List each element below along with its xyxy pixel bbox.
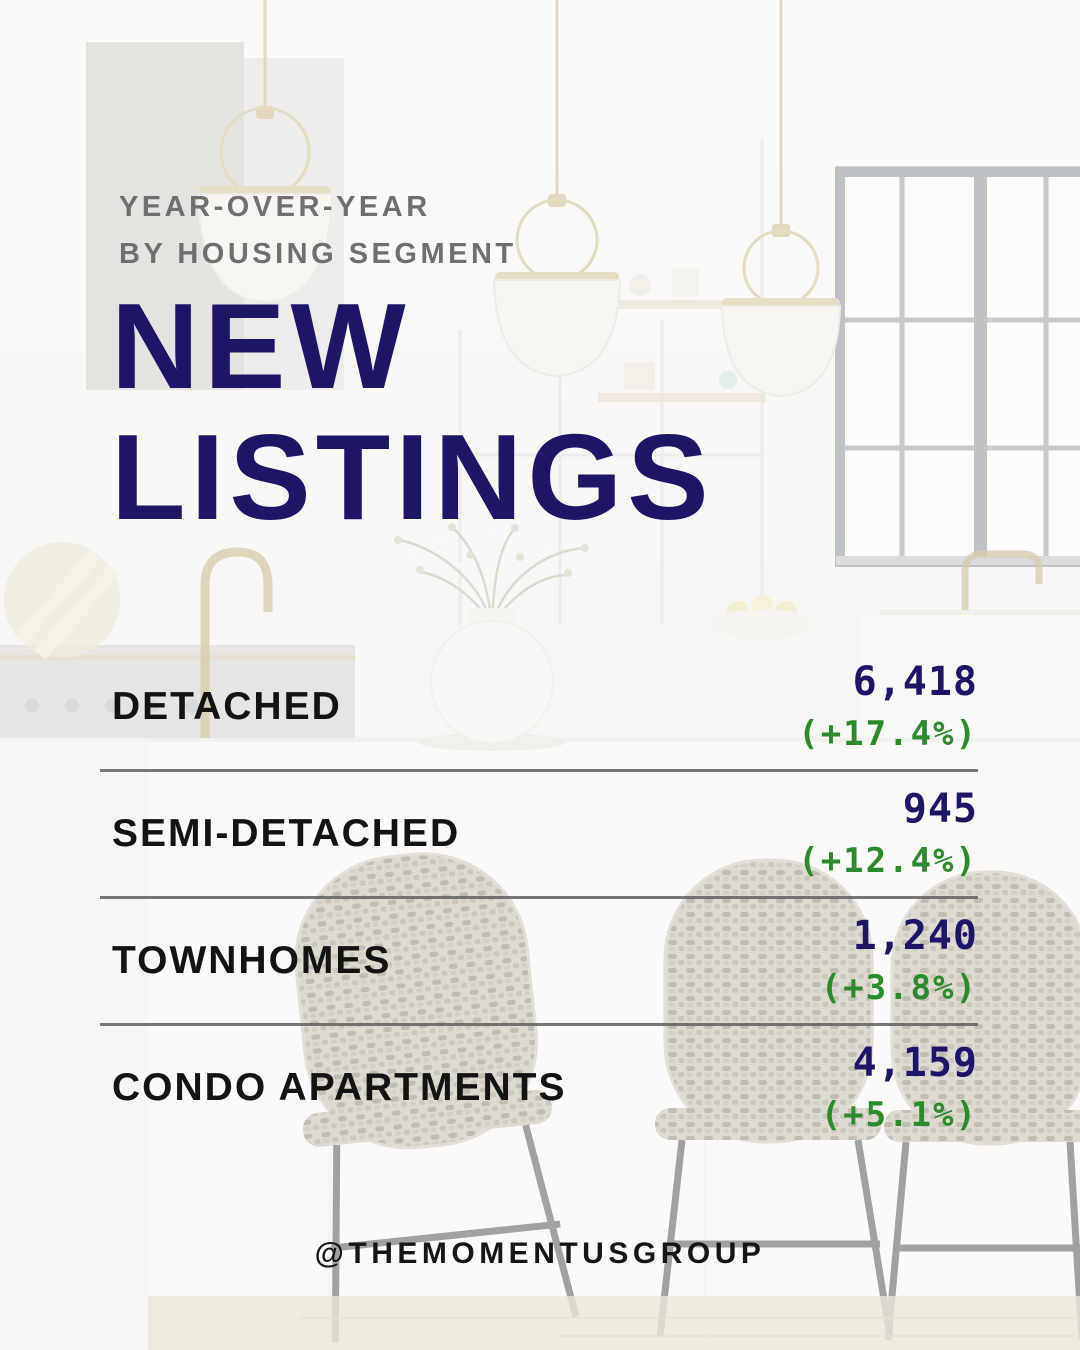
- subtitle: YEAR-OVER-YEAR BY HOUSING SEGMENT: [119, 184, 517, 278]
- value-stack: 1,240 (+3.8%): [821, 912, 978, 1010]
- segment-label: TOWNHOMES: [112, 939, 392, 982]
- footer-handle: @THEMOMENTUSGROUP: [314, 1237, 766, 1270]
- segment-label: DETACHED: [112, 685, 342, 728]
- title-line-1: NEW: [111, 278, 411, 414]
- row-divider: [100, 769, 978, 772]
- yoy-change: (+5.1%): [820, 1095, 978, 1135]
- value-stack: 945 (+12.4%): [798, 785, 978, 883]
- listings-value: 4,159: [852, 1040, 978, 1086]
- value-stack: 4,159 (+5.1%): [821, 1039, 978, 1137]
- table-row-detached: DETACHED 6,418 (+17.4%): [100, 645, 978, 769]
- listings-value: 945: [902, 786, 978, 832]
- listings-value: 6,418: [852, 659, 978, 705]
- row-divider: [100, 1023, 978, 1026]
- table-row-semi-detached: SEMI-DETACHED 945 (+12.4%): [100, 772, 978, 896]
- subtitle-line-2: BY HOUSING SEGMENT: [119, 238, 517, 270]
- yoy-change: (+12.4%): [798, 841, 978, 881]
- value-stack: 6,418 (+17.4%): [798, 658, 978, 756]
- yoy-change: (+17.4%): [798, 714, 978, 754]
- title-line-2: LISTINGS: [111, 409, 714, 545]
- segment-label: SEMI-DETACHED: [112, 812, 461, 855]
- table-row-condo-apartments: CONDO APARTMENTS 4,159 (+5.1%): [100, 1026, 978, 1150]
- listings-value: 1,240: [852, 913, 978, 959]
- row-divider: [100, 896, 978, 899]
- yoy-change: (+3.8%): [820, 968, 978, 1008]
- page-title: NEW LISTINGS: [111, 281, 714, 543]
- listings-table: DETACHED 6,418 (+17.4%) SEMI-DETACHED 94…: [100, 645, 978, 1150]
- segment-label: CONDO APARTMENTS: [112, 1066, 567, 1109]
- table-row-townhomes: TOWNHOMES 1,240 (+3.8%): [100, 899, 978, 1023]
- subtitle-line-1: YEAR-OVER-YEAR: [119, 191, 431, 223]
